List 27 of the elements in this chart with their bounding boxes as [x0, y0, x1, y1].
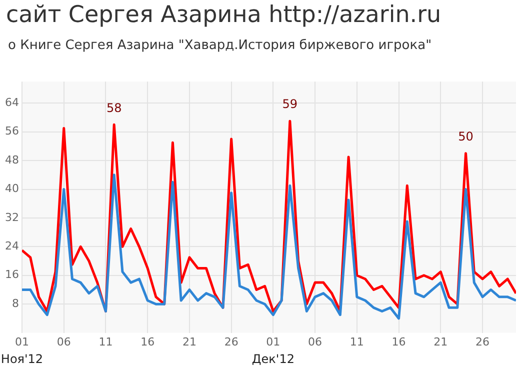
x-tick-label: 26 [476, 335, 490, 348]
x-tick-label: 06 [56, 335, 71, 348]
chart-subtitle: о Книге Сергея Азарина "Хавард.История биржевого игрока" [8, 38, 432, 53]
x-tick-label: 11 [98, 335, 113, 348]
x-tick-label: 11 [350, 335, 364, 348]
x-tick-label: 21 [182, 335, 196, 348]
y-tick-label: 16 [4, 268, 19, 282]
y-tick-label: 8 [12, 296, 19, 310]
data-label: 50 [458, 129, 474, 144]
text: Ноя'12 [0, 352, 44, 366]
y-tick-label: 40 [4, 182, 19, 196]
y-tick-label: 64 [4, 96, 19, 109]
y-tick-label: 32 [4, 210, 19, 224]
x-tick-label: 06 [308, 335, 322, 348]
x-tick-label: 21 [434, 335, 448, 348]
chart-title: сайт Сергея Азарина http://azarin.ru [6, 2, 442, 28]
text: Дек'12 [252, 352, 294, 366]
y-tick-label: 56 [4, 124, 19, 138]
data-label: 59 [282, 97, 298, 112]
x-tick-label: 16 [392, 335, 406, 348]
data-label: 58 [106, 100, 122, 115]
y-tick-label: 24 [4, 240, 19, 253]
y-tick-label: 48 [4, 153, 19, 166]
x-tick-label: 26 [224, 335, 238, 348]
x-tick-label: 01 [14, 335, 29, 348]
x-tick-label: 16 [140, 335, 155, 348]
x-tick-label: 01 [266, 335, 280, 348]
